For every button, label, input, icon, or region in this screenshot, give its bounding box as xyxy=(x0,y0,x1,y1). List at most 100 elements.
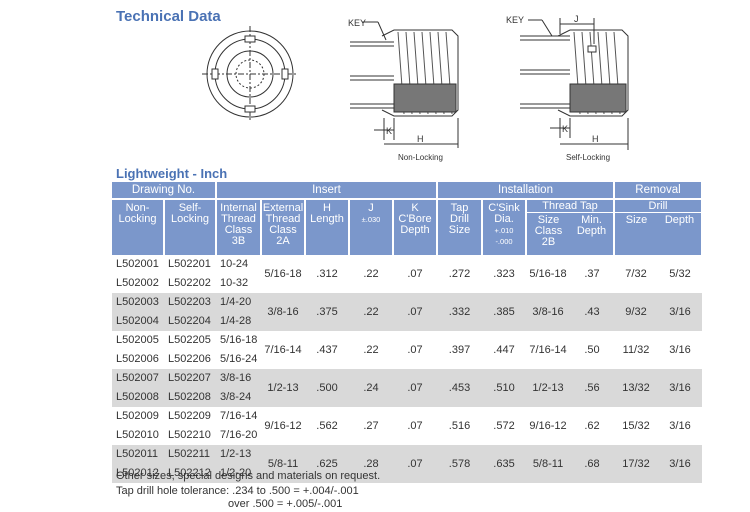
drill-depth: 3/16 xyxy=(658,369,702,407)
header-drawing-no: Drawing No. xyxy=(112,182,217,199)
non-locking-part: L502006 xyxy=(116,353,159,365)
thread-tap-size: 5/16-18 xyxy=(529,267,567,280)
dim-k-label: K xyxy=(562,124,568,134)
self-locking-part: L502211 xyxy=(164,445,216,464)
drill-depth: 3/16 xyxy=(669,419,691,432)
table-row: L502011 L502211 1/2-13 5/8-11.625.28.07.578… xyxy=(112,445,702,483)
internal-thread: 1/4-28 xyxy=(216,312,261,331)
col-thread-tap: Thread Tap Size Class 2B Min. Depth xyxy=(526,198,615,255)
self-locking-side-view xyxy=(520,18,629,150)
external-thread: 5/8-11 xyxy=(261,445,305,483)
end-view-drawing xyxy=(202,26,298,122)
h-length: .500 xyxy=(305,369,349,407)
internal-thread: 3/8-16 xyxy=(216,369,261,388)
thread-tap-min-depth: .37 xyxy=(584,267,600,280)
internal-thread: 10-24 xyxy=(220,258,249,270)
drill-size: 11/32 xyxy=(622,343,650,356)
internal-thread: 5/16-24 xyxy=(220,353,258,365)
k-cbore-depth: .07 xyxy=(407,343,423,356)
drill-size: 9/32 xyxy=(614,293,658,331)
thread-tap-size: 9/16-12 xyxy=(529,419,567,432)
k-cbore-depth: .07 xyxy=(407,419,423,432)
thread-tap-min-depth: .43 xyxy=(570,293,614,331)
thread-tap-min-depth: .50 xyxy=(584,343,600,356)
drill-depth: 3/16 xyxy=(658,445,702,483)
key-label: KEY xyxy=(348,18,366,28)
tap-drill-size: .516 xyxy=(448,419,471,432)
non-locking-part: L502004 xyxy=(112,312,164,331)
self-locking-part: L502205 xyxy=(168,334,211,346)
internal-thread: 1/2-13 xyxy=(216,445,261,464)
non-locking-part: L502011 xyxy=(112,445,164,464)
table-row: L502006 L502206 5/16-24 xyxy=(112,350,702,369)
drill-size: 17/32 xyxy=(614,445,658,483)
col-h-length: H Length xyxy=(305,198,350,255)
note-tolerance-over: over .500 = +.005/-.001 xyxy=(228,498,343,510)
self-locking-part: L502207 xyxy=(164,369,216,388)
external-thread: 7/16-14 xyxy=(264,343,302,356)
external-thread: 5/16-18 xyxy=(264,267,302,280)
internal-thread: 3/8-24 xyxy=(216,388,261,407)
j-value: .24 xyxy=(349,369,393,407)
h-length: .625 xyxy=(305,445,349,483)
h-length: .312 xyxy=(316,267,338,280)
col-j: J ±.030 xyxy=(349,198,394,255)
note-tolerance: Tap drill hole tolerance: .234 to .500 =… xyxy=(116,485,359,497)
col-non-locking: Non- Locking xyxy=(112,198,165,255)
csink-dia: .572 xyxy=(493,419,515,432)
tap-drill-size: .397 xyxy=(448,343,471,356)
table-row: L502002 L502202 10-32 xyxy=(112,274,702,293)
csink-dia: .385 xyxy=(482,293,526,331)
dim-h-label: H xyxy=(592,134,599,144)
self-locking-part: L502202 xyxy=(168,277,211,289)
internal-thread: 1/4-20 xyxy=(216,293,261,312)
k-cbore-depth: .07 xyxy=(407,267,423,280)
tap-drill-size: .453 xyxy=(437,369,482,407)
drill-size: 13/32 xyxy=(614,369,658,407)
self-locking-part: L502208 xyxy=(164,388,216,407)
csink-dia: .447 xyxy=(493,343,515,356)
caption-non-locking: Non-Locking xyxy=(398,153,443,162)
j-value: .22 xyxy=(363,343,379,356)
table-row: L502003 L502203 1/4-20 3/8-16.375.22.07.332… xyxy=(112,293,702,331)
tap-drill-size: .578 xyxy=(437,445,482,483)
h-length: .375 xyxy=(305,293,349,331)
csink-dia: .323 xyxy=(493,267,515,280)
non-locking-part: L502008 xyxy=(112,388,164,407)
h-length: .562 xyxy=(316,419,338,432)
self-locking-part: L502206 xyxy=(168,353,211,365)
internal-thread: 10-32 xyxy=(220,277,249,289)
col-self-locking: Self- Locking xyxy=(164,198,217,255)
table-row: L502009 L502209 7/16-14 9/16-12 .562 .27 .07 .5… xyxy=(112,407,702,432)
thread-tap-size: 5/8-11 xyxy=(526,445,570,483)
section-title: Technical Data xyxy=(116,8,221,25)
self-locking-part: L502204 xyxy=(164,312,216,331)
j-value: .22 xyxy=(363,267,379,280)
drill-depth: 3/16 xyxy=(658,293,702,331)
non-locking-part: L502001 xyxy=(116,258,159,270)
thread-tap-min-depth: .68 xyxy=(570,445,614,483)
header-insert: Insert xyxy=(216,182,438,199)
thread-tap-size: 3/8-16 xyxy=(526,293,570,331)
external-thread: 1/2-13 xyxy=(261,369,305,407)
thread-tap-min-depth: .62 xyxy=(584,419,600,432)
j-value: .28 xyxy=(349,445,393,483)
non-locking-part: L502010 xyxy=(116,429,159,441)
table-row: L502005 L502205 5/16-18 7/16-14 .437 .22 .07 .3… xyxy=(112,331,702,356)
drill-label: Drill xyxy=(615,200,701,213)
technical-drawings: KEY K H Non-Locking KEY J K H xyxy=(202,14,629,162)
table-row: L502012 L502212 1/2-20 xyxy=(112,464,702,483)
lightweight-inch-table: Drawing No. Insert Installation Removal … xyxy=(112,182,703,483)
header-removal: Removal xyxy=(614,182,703,199)
tap-drill-size: .332 xyxy=(437,293,482,331)
note-other-sizes: Other sizes, special designs and materia… xyxy=(116,470,381,482)
thread-tap-min-depth: .56 xyxy=(570,369,614,407)
external-thread: 9/16-12 xyxy=(264,419,302,432)
self-locking-part: L502203 xyxy=(164,293,216,312)
dim-k-label: K xyxy=(386,126,392,136)
table-row: L502008 L502208 3/8-24 xyxy=(112,388,702,407)
self-locking-part: L502209 xyxy=(168,410,211,422)
drill-size: 7/32 xyxy=(625,267,647,280)
col-k-cbore-depth: K C'Bore Depth xyxy=(393,198,438,255)
self-locking-part: L502212 xyxy=(164,464,216,483)
